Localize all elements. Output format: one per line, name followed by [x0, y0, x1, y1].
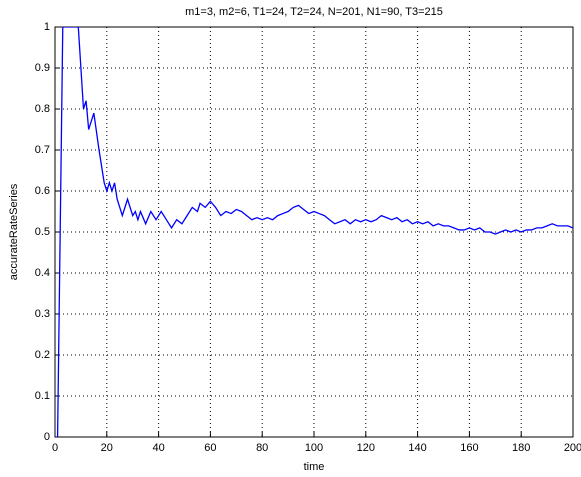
y-tick-label: 0.5	[35, 226, 50, 238]
x-tick-label: 200	[564, 442, 581, 454]
y-tick-label: 1	[44, 21, 50, 33]
x-axis-label: time	[304, 461, 325, 473]
y-tick-label: 0.9	[35, 62, 50, 74]
x-tick-label: 120	[357, 442, 375, 454]
y-tick-label: 0	[44, 431, 50, 443]
x-tick-label: 60	[204, 442, 216, 454]
y-tick-label: 0.8	[35, 103, 50, 115]
x-tick-label: 20	[101, 442, 113, 454]
y-tick-label: 0.7	[35, 144, 50, 156]
x-tick-label: 0	[52, 442, 58, 454]
y-tick-label: 0.4	[35, 267, 50, 279]
y-tick-label: 0.2	[35, 349, 50, 361]
y-tick-label: 0.6	[35, 185, 50, 197]
y-tick-label: 0.1	[35, 390, 50, 402]
x-tick-label: 180	[512, 442, 530, 454]
y-tick-label: 0.3	[35, 308, 50, 320]
data-line	[56, 27, 573, 437]
x-tick-label: 100	[305, 442, 323, 454]
x-tick-label: 160	[460, 442, 478, 454]
x-tick-label: 40	[152, 442, 164, 454]
x-tick-label: 80	[256, 442, 268, 454]
y-axis-label: accurateRateSeries	[8, 183, 20, 280]
chart-title: m1=3, m2=6, T1=24, T2=24, N=201, N1=90, …	[185, 6, 443, 18]
x-tick-label: 140	[408, 442, 426, 454]
